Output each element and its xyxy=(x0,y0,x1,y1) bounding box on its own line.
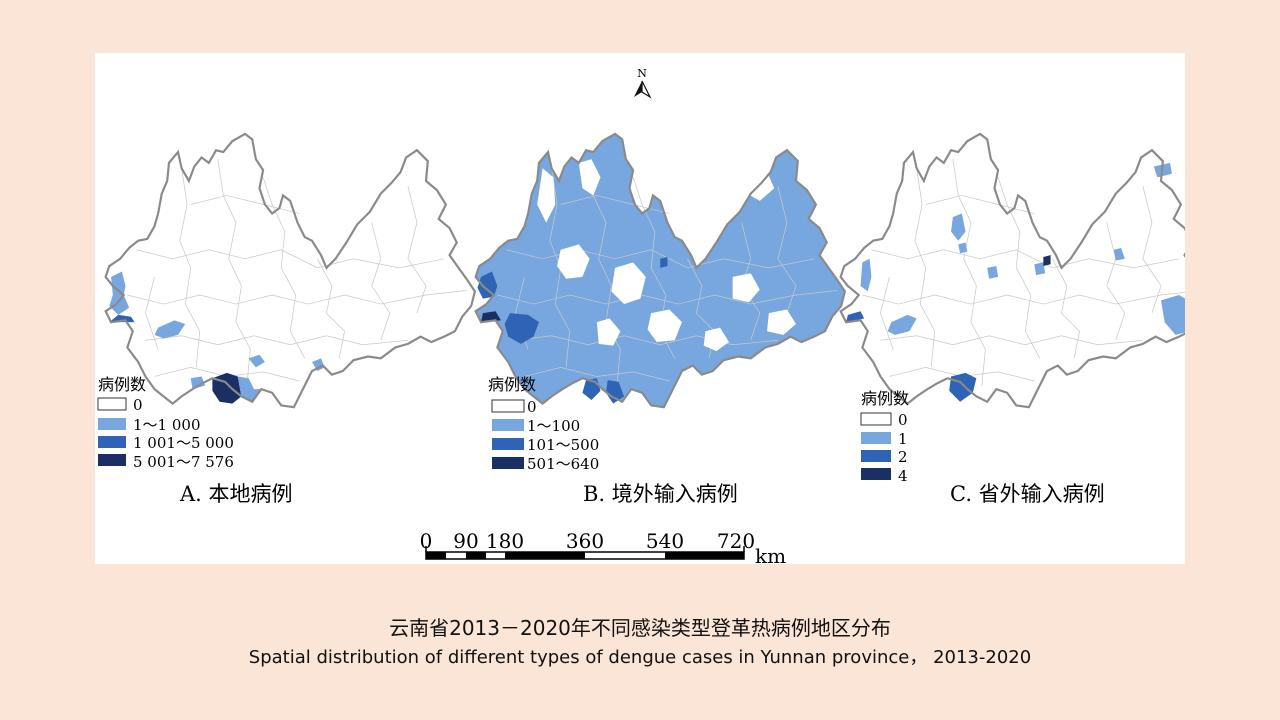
legend-a-title: 病例数 xyxy=(98,375,146,394)
region-a-west-3 xyxy=(154,320,186,339)
region-b-white-9 xyxy=(578,159,601,196)
scale-tick-360: 360 xyxy=(566,529,604,553)
north-arrow: N xyxy=(634,67,652,99)
scale-bar: 0 90 180 360 540 720 km xyxy=(420,529,786,568)
map-c-title: C. 省外输入病例 xyxy=(950,482,1105,506)
figure-panel: N 病例数 0 1～1 000 1 001～5 000 5 001～7 576 … xyxy=(95,53,1211,568)
map-a-title: A. 本地病例 xyxy=(179,482,293,506)
legend-b-label-3: 501～640 xyxy=(527,455,599,473)
scale-tick-720: 720 xyxy=(717,529,755,553)
scale-unit: km xyxy=(755,544,786,564)
map-c xyxy=(839,132,1211,409)
region-a-south-3 xyxy=(190,376,206,390)
legend-c-title: 病例数 xyxy=(861,389,909,408)
legend-b-swatch-3 xyxy=(492,457,524,469)
map-b xyxy=(474,132,846,409)
region-b-white-8 xyxy=(537,168,556,223)
region-c-5 xyxy=(958,242,968,254)
region-c-7 xyxy=(1034,262,1046,276)
legend-c-swatch-2 xyxy=(861,450,891,462)
legend-b-swatch-1 xyxy=(492,419,524,431)
region-b-dark-6 xyxy=(660,256,668,268)
region-a-south-1 xyxy=(212,372,242,404)
legend-c: 病例数 0 1 2 4 xyxy=(860,389,909,485)
region-b-dark-1 xyxy=(477,271,498,299)
legend-c-label-1: 1 xyxy=(898,430,908,448)
scale-tick-90: 90 xyxy=(453,529,478,553)
legend-a-label-0: 0 xyxy=(133,396,143,414)
legend-b: 病例数 0 1～100 101～500 501～640 xyxy=(488,375,599,473)
region-b-white-3 xyxy=(647,309,682,343)
legend-a-swatch-1 xyxy=(98,418,126,430)
legend-c-label-0: 0 xyxy=(898,411,908,429)
region-b-dark-5 xyxy=(605,380,625,404)
region-c-8 xyxy=(1043,255,1051,267)
region-c-9 xyxy=(1113,247,1125,261)
legend-c-label-2: 2 xyxy=(898,448,908,466)
caption-chinese: 云南省2013－2020年不同感染类型登革热病例地区分布 xyxy=(389,616,891,640)
region-a-west-1 xyxy=(109,271,130,315)
legend-a-swatch-0 xyxy=(97,397,127,411)
region-a-south-4 xyxy=(248,354,265,368)
legend-c-swatch-1 xyxy=(861,432,891,444)
legend-a-swatch-2 xyxy=(98,436,126,448)
map-b-title: B. 境外输入病例 xyxy=(583,482,738,506)
region-b-white-5 xyxy=(732,273,760,303)
legend-c-label-3: 4 xyxy=(898,467,908,485)
caption-english: Spatial distribution of different types … xyxy=(248,647,1032,668)
region-c-1 xyxy=(860,258,872,292)
region-b-dark-3 xyxy=(504,313,539,344)
legend-b-label-2: 101～500 xyxy=(527,436,599,454)
legend-b-label-1: 1～100 xyxy=(527,417,580,435)
region-a-west-2 xyxy=(109,314,135,323)
legend-c-swatch-3 xyxy=(861,468,891,480)
scale-tick-180: 180 xyxy=(486,529,524,553)
region-a-south-2 xyxy=(237,376,262,402)
legend-b-swatch-0 xyxy=(491,399,525,413)
legend-c-swatch-0 xyxy=(860,412,892,426)
legend-a-swatch-3 xyxy=(98,454,126,466)
region-a-east-1 xyxy=(311,358,325,372)
legend-a: 病例数 0 1～1 000 1 001～5 000 5 001～7 576 xyxy=(97,375,234,471)
legend-a-label-1: 1～1 000 xyxy=(133,416,201,434)
region-b-white-7 xyxy=(747,171,775,201)
legend-b-label-0: 0 xyxy=(527,398,537,416)
legend-b-title: 病例数 xyxy=(488,375,536,394)
region-c-6 xyxy=(987,266,999,279)
region-c-4 xyxy=(951,213,966,241)
north-label: N xyxy=(637,67,647,80)
scale-tick-0: 0 xyxy=(420,529,433,553)
figure-svg: N 病例数 0 1～1 000 1 001～5 000 5 001～7 576 … xyxy=(97,67,1211,568)
region-b-white-1 xyxy=(557,244,590,279)
legend-a-label-2: 1 001～5 000 xyxy=(133,434,234,452)
scale-tick-540: 540 xyxy=(646,529,684,553)
region-c-3 xyxy=(887,314,917,335)
region-b-white-4 xyxy=(596,318,621,346)
region-b-white-6 xyxy=(767,309,796,335)
legend-b-swatch-2 xyxy=(492,438,524,450)
map-a xyxy=(104,132,476,409)
region-c-12 xyxy=(949,372,977,402)
legend-a-label-3: 5 001～7 576 xyxy=(133,453,234,471)
region-b-white-10 xyxy=(703,327,730,352)
region-b-white-2 xyxy=(611,262,646,305)
